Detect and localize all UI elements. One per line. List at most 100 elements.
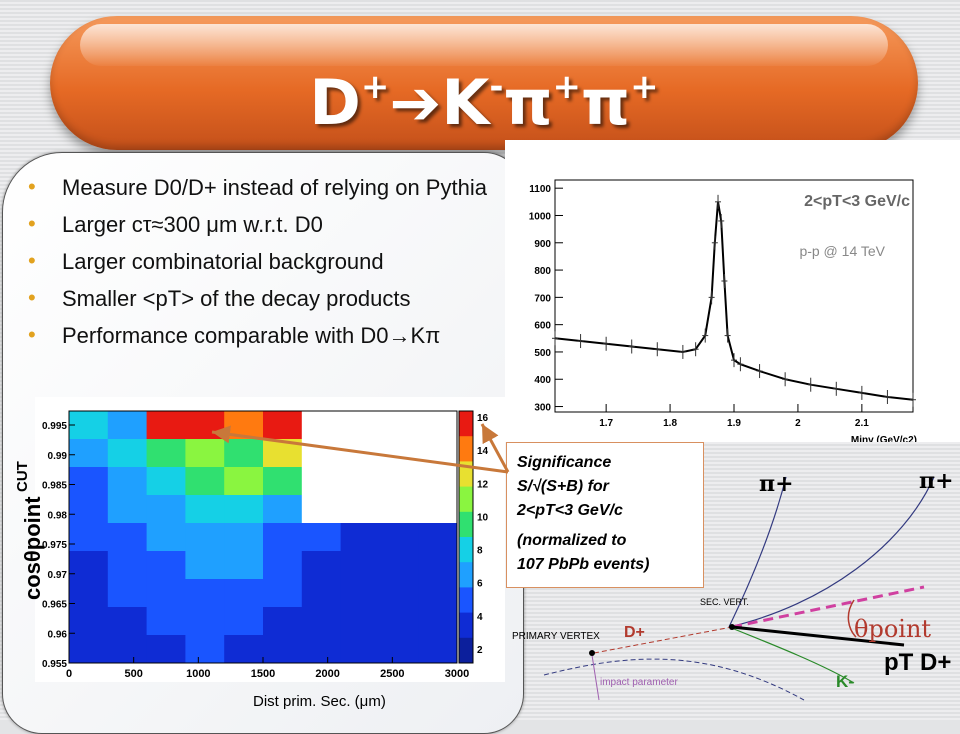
heatmap-y-tick-label: 0.955 — [42, 659, 67, 670]
mass-y-tick-label: 400 — [534, 375, 551, 386]
mass-y-tick-label: 1000 — [529, 211, 552, 222]
heatmap-z-tick-label: 14 — [477, 446, 489, 457]
heatmap-plot: 0.995 0.99 0.985 0.98 0.975 0.97 0.965 0.96 0.95… — [35, 397, 505, 682]
heatmap-cell — [340, 467, 380, 496]
sig-line2: S/√(S+B) for — [517, 478, 609, 495]
heatmap-cell — [224, 467, 264, 496]
heatmap-cell — [418, 495, 458, 524]
heatmap-svg: 0.995 0.99 0.985 0.98 0.975 0.97 0.965 0.96 0.95… — [42, 410, 489, 680]
heatmap-cell — [418, 523, 458, 552]
mass-label-pt: 2<pT<3 GeV/c — [804, 193, 910, 210]
heatmap-cell — [107, 411, 148, 440]
heatmap-cell — [340, 607, 380, 636]
heatmap-cell — [107, 495, 148, 524]
heatmap-cell — [418, 607, 458, 636]
heatmap-cell — [263, 467, 303, 496]
title-d-charge: + — [360, 67, 390, 107]
pi-left-label: π+ — [759, 471, 794, 497]
mass-x-tick-label: 1.9 — [727, 418, 741, 429]
pointing-line — [731, 585, 925, 629]
title-d: D — [309, 66, 361, 139]
heatmap-cell — [146, 495, 186, 524]
mass-plot-frame — [554, 179, 914, 413]
heatmap-z-tick-label: 4 — [477, 612, 483, 623]
heatmap-cell — [69, 551, 109, 580]
title-pi1-charge: + — [552, 67, 582, 107]
pion-track-right — [728, 476, 935, 628]
arrow-icon: ➔ — [389, 66, 442, 139]
secondary-vertex-dot — [729, 624, 735, 630]
heatmap-cell — [146, 467, 186, 496]
heatmap-cell — [185, 495, 225, 524]
heatmap-cell — [301, 495, 342, 524]
bullet-list: Measure D0/D+ instead of relying on Pyth… — [28, 173, 498, 359]
title-k-charge: - — [489, 67, 504, 107]
significance-box: Significance S/√(S+B) for 2<pT<3 GeV/c (… — [506, 442, 704, 588]
heatmap-cell — [340, 579, 380, 608]
heatmap-cell — [185, 411, 225, 440]
heatmap-cell — [185, 579, 225, 608]
heatmap-cell — [224, 607, 264, 636]
heatmap-cell — [301, 551, 342, 580]
heatmap-cell — [146, 579, 186, 608]
heatmap-x-tick-label: 500 — [124, 668, 142, 680]
pt-dplus-label: pT D+ — [884, 649, 951, 676]
heatmap-cell — [146, 635, 186, 664]
heatmap-cell — [107, 635, 148, 664]
heatmap-cell — [224, 495, 264, 524]
heatmap-cell — [69, 439, 109, 468]
title-shine — [80, 24, 888, 66]
heatmap-cell — [107, 607, 148, 636]
heatmap-z-tick-label: 6 — [477, 579, 483, 590]
heatmap-y-tick-label: 0.985 — [42, 481, 67, 492]
d-flight-line — [593, 626, 733, 654]
heatmap-x-tick-label: 3000 — [445, 668, 469, 680]
kminus-label: K- — [836, 672, 854, 691]
heatmap-cell — [185, 439, 225, 468]
theta-point-label: θpoint — [854, 615, 931, 643]
heatmap-cell — [69, 523, 109, 552]
mass-y-tick-label: 900 — [534, 239, 551, 250]
heatmap-cell — [418, 551, 458, 580]
mass-label-energy: p-p @ 14 TeV — [799, 243, 885, 259]
decay-diagram-svg: π+ π+ SEC. VERT. PRIMARY VERTEX D+ impac… — [512, 468, 954, 701]
heatmap-cell — [146, 607, 186, 636]
heatmap-cell — [340, 411, 380, 440]
heatmap-x-tick-label: 2000 — [315, 668, 339, 680]
heatmap-cell — [301, 607, 342, 636]
impact-line — [591, 654, 600, 701]
pt-vector — [731, 625, 905, 647]
heatmap-cell — [107, 551, 148, 580]
heatmap-cell — [224, 439, 264, 468]
heatmap-cell — [379, 607, 419, 636]
heatmap-colorbar-segment — [459, 562, 473, 588]
heatmap-colorbar-segment — [459, 436, 473, 462]
d-plus-label: D+ — [624, 624, 645, 641]
heatmap-cell — [69, 635, 109, 664]
mass-y-tick-label: 600 — [534, 321, 551, 332]
slide-title: D+➔K-π+π+ — [50, 66, 918, 139]
heatmap-ylabel-cos: cosθpoint — [20, 496, 45, 600]
heatmap-cell — [146, 551, 186, 580]
theta-arc — [847, 599, 857, 638]
heatmap-cell — [340, 551, 380, 580]
heatmap-z-tick-label: 10 — [477, 512, 489, 523]
sec-vert-label: SEC. VERT. — [700, 597, 749, 607]
heatmap-cell — [224, 635, 264, 664]
heatmap-cell — [263, 411, 303, 440]
bullet-item: Measure D0/D+ instead of relying on Pyth… — [28, 173, 498, 201]
heatmap-cell — [379, 439, 419, 468]
heatmap-cell — [146, 439, 186, 468]
heatmap-colorbar-segment — [459, 587, 473, 614]
heatmap-cell — [301, 523, 342, 552]
bullet-item: Performance comparable with D0→Kπ — [28, 321, 498, 349]
bullet-item: Larger combinatorial background — [28, 247, 498, 275]
mass-y-tick-label: 800 — [534, 266, 551, 277]
heatmap-cell — [263, 579, 303, 608]
sig-line3: 2<pT<3 GeV/c — [517, 502, 623, 519]
heatmap-cell — [379, 635, 419, 664]
heatmap-y-tick-label: 0.96 — [48, 629, 68, 640]
heatmap-colorbar-segment — [459, 461, 473, 488]
heatmap-cell — [263, 439, 303, 468]
heatmap-cell — [69, 607, 109, 636]
